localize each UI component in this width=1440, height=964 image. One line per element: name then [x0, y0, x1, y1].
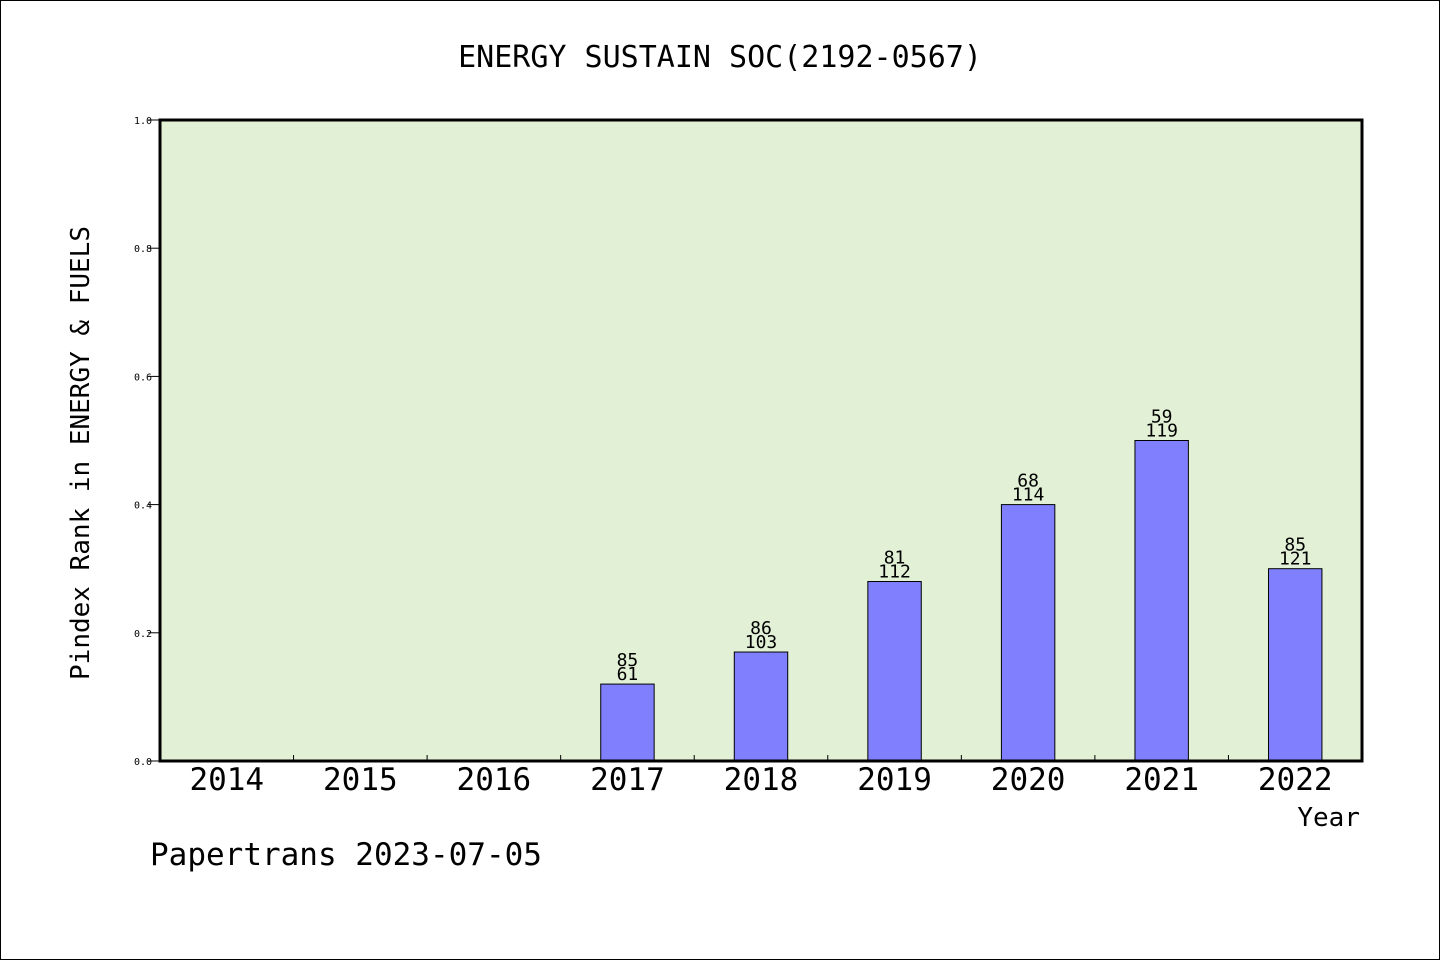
bar-2018 [733, 651, 789, 762]
bar-label-bottom-2020: 114 [1012, 485, 1045, 506]
x-tick-label-2017: 2017 [590, 762, 665, 798]
x-axis-title: Year [1297, 803, 1360, 833]
plot-border [158, 118, 1364, 763]
bar-label-top-2019: 81 [884, 548, 906, 569]
bar-label-bottom-2019: 112 [878, 562, 911, 583]
bar-2017 [600, 683, 655, 762]
bar-label-top-2017: 85 [617, 650, 639, 671]
bar-label-bottom-2017: 61 [617, 664, 639, 685]
x-tick-label-2021: 2021 [1124, 762, 1199, 798]
bar-label-top-2021: 59 [1151, 407, 1173, 428]
y-tick-label: 0.2 [134, 629, 152, 640]
bar-2019 [867, 581, 922, 762]
y-tick-label: 0.4 [134, 501, 152, 512]
bar-label-top-2020: 68 [1017, 471, 1039, 492]
bar-label-bottom-2021: 119 [1145, 421, 1178, 442]
bar-label-bottom-2018: 103 [745, 632, 778, 653]
footer-credit: Papertrans 2023-07-05 [150, 837, 542, 873]
y-axis-ticks: 0.0 0.2 0.4 0.6 0.8 1.0 [134, 116, 160, 768]
y-tick-label: 0.8 [134, 244, 152, 255]
x-tick-label-2018: 2018 [724, 762, 799, 798]
bars-layer [600, 440, 1323, 762]
y-tick-label: 0.0 [134, 757, 152, 768]
x-tick-label-2022: 2022 [1258, 762, 1333, 798]
x-tick-label-2016: 2016 [457, 762, 532, 798]
x-tick-label-2019: 2019 [857, 762, 932, 798]
x-axis-ticks: 2014 2015 2016 2017 2018 2019 2020 2021 2022 [189, 755, 1333, 798]
bar-label-top-2022: 85 [1284, 535, 1306, 556]
chart-title: ENERGY SUSTAIN SOC(2192-0567) [458, 40, 982, 75]
y-axis-title: Pindex Rank in ENERGY & FUELS [66, 226, 96, 680]
bar-label-bottom-2022: 121 [1279, 549, 1312, 570]
x-tick-label-2014: 2014 [189, 762, 264, 798]
bar-label-top-2018: 86 [750, 618, 772, 639]
y-tick-label: 1.0 [134, 116, 152, 127]
bar-2022 [1268, 568, 1323, 762]
x-tick-label-2020: 2020 [991, 762, 1066, 798]
y-tick-label: 0.6 [134, 372, 152, 383]
x-tick-label-2015: 2015 [323, 762, 398, 798]
bar-2020 [1000, 504, 1056, 762]
bar-2021 [1134, 440, 1189, 762]
